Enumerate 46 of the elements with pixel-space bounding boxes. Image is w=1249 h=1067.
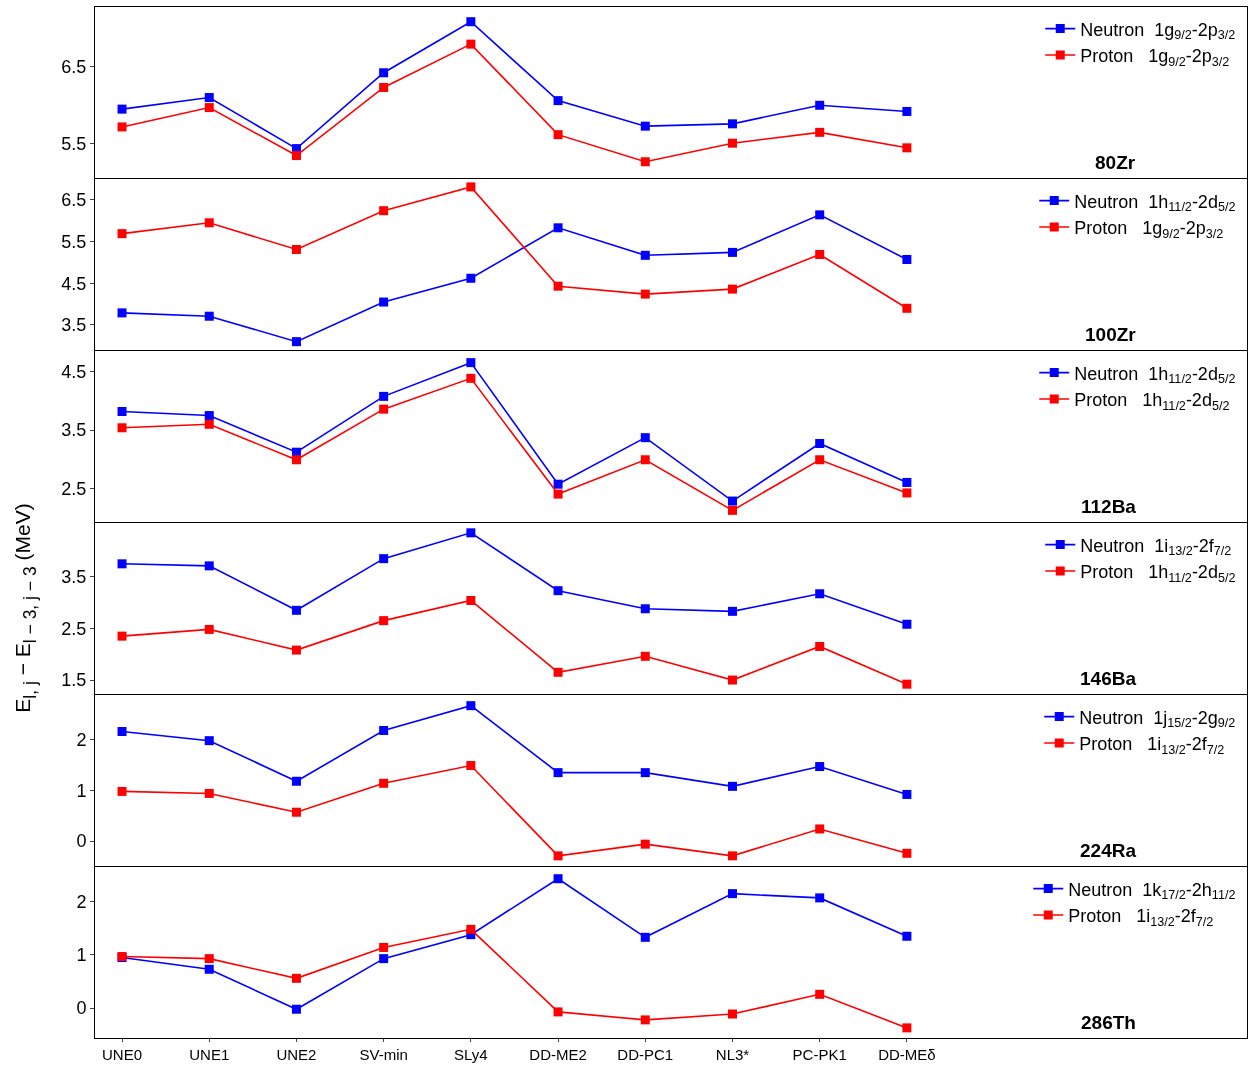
legend-label: Proton 1i$_{13/2}$-2f$_{7/2}$ — [1068, 906, 1214, 929]
x-tick-label: DD-MEδ — [878, 1046, 936, 1063]
y-tick-label: 3.5 — [61, 315, 87, 336]
text: 100Zr — [1085, 324, 1137, 345]
y-tick-label: 0 — [76, 998, 87, 1019]
y-tick-label: 2 — [76, 891, 87, 912]
y-tick-label: 5.5 — [61, 231, 87, 252]
x-tick-label: SV-min — [359, 1046, 408, 1063]
text: 112Ba — [1081, 496, 1137, 517]
legend-label: Neutron 1h$_{11/2}$-2d$_{5/2}$ — [1074, 191, 1236, 215]
x-tick-label: DD-ME2 — [529, 1046, 587, 1063]
y-tick-label: 3.5 — [61, 420, 87, 441]
x-tick-label: UNE1 — [189, 1046, 230, 1063]
text: 146Ba — [1080, 668, 1137, 689]
legend-label: Proton 1h$_{11/2}$-2d$_{5/2}$ — [1080, 562, 1236, 585]
legend-label: Neutron 1i$_{13/2}$-2f$_{7/2}$ — [1080, 535, 1232, 559]
y-tick-label: 6.5 — [61, 56, 87, 77]
x-tick-label: UNE0 — [102, 1046, 143, 1063]
y-tick-label: 2 — [76, 729, 87, 750]
x-tick-label: DD-PC1 — [617, 1046, 674, 1063]
x-tick-label: SLy4 — [454, 1046, 488, 1063]
y-tick-label: 5.5 — [61, 134, 87, 155]
x-tick-label: UNE2 — [276, 1046, 317, 1063]
legend-label: Neutron 1j$_{15/2}$-2g$_{9/2}$ — [1079, 707, 1236, 731]
text: 80Zr — [1095, 152, 1136, 173]
text: 224Ra — [1080, 840, 1137, 861]
y-tick-label: 6.5 — [61, 190, 87, 211]
x-tick-label: NL3* — [715, 1046, 750, 1063]
legend-label: Proton 1g$_{9/2}$-2p$_{3/2}$ — [1074, 218, 1224, 241]
text: 286Th — [1081, 1012, 1136, 1033]
y-tick-label: 2.5 — [61, 618, 87, 639]
y-tick-label: 4.5 — [61, 273, 87, 294]
y-tick-label: 1 — [76, 780, 87, 801]
y-tick-label: 0 — [76, 831, 87, 852]
legend-label: Neutron 1k$_{17/2}$-2h$_{11/2}$ — [1068, 879, 1236, 903]
legend-label: Proton 1h$_{11/2}$-2d$_{5/2}$ — [1074, 390, 1230, 413]
legend-label: Proton 1g$_{9/2}$-2p$_{3/2}$ — [1080, 46, 1230, 69]
y-tick-label: 2.5 — [61, 478, 87, 499]
y-tick-label: 4.5 — [61, 362, 87, 383]
y-tick-label: 3.5 — [61, 567, 87, 588]
y-tick-label: 1 — [76, 945, 87, 966]
legend-label: Proton 1i$_{13/2}$-2f$_{7/2}$ — [1079, 734, 1225, 757]
legend-label: Neutron 1g$_{9/2}$-2p$_{3/2}$ — [1080, 19, 1236, 43]
x-tick-label: PC-PK1 — [792, 1046, 847, 1063]
legend-label: Neutron 1h$_{11/2}$-2d$_{5/2}$ — [1074, 363, 1236, 387]
y-tick-label: 1.5 — [61, 670, 87, 691]
